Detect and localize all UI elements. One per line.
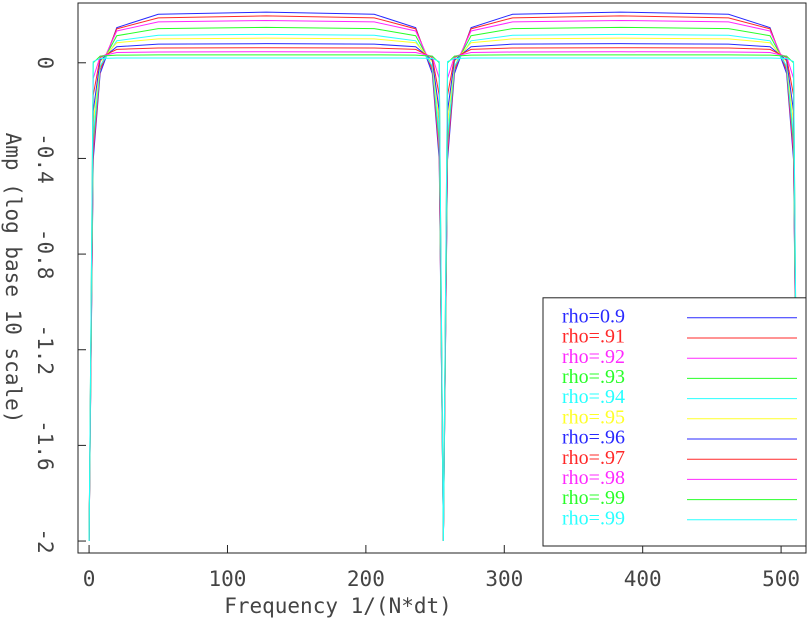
x-tick-label: 200 <box>347 567 385 591</box>
legend-label: rho=.93 <box>562 366 625 388</box>
y-tick-label: -2 <box>33 528 57 553</box>
legend-label: rho=.91 <box>562 326 625 348</box>
legend-label: rho=.95 <box>562 406 625 428</box>
y-axis-label: Amp (log base 10 scale) <box>1 133 25 424</box>
legend-label: rho=.99 <box>562 487 625 509</box>
legend-label: rho=.96 <box>562 427 625 449</box>
x-tick-label: 400 <box>624 567 662 591</box>
series-line <box>88 57 799 542</box>
y-tick-label: -1.6 <box>33 420 57 471</box>
legend-box <box>542 297 807 547</box>
x-tick-label: 300 <box>485 567 523 591</box>
x-tick-label: 100 <box>209 567 247 591</box>
plot-frame <box>77 2 807 554</box>
legend-label: rho=.92 <box>562 346 625 368</box>
y-tick-label: -0.8 <box>33 229 57 280</box>
x-tick-label: 0 <box>83 567 96 591</box>
legend-label: rho=.94 <box>562 386 625 408</box>
legend-label: rho=.97 <box>562 447 625 469</box>
y-tick-label: -0.4 <box>33 133 57 184</box>
y-tick-label: -1.2 <box>33 324 57 375</box>
legend-label: rho=.98 <box>562 467 625 489</box>
legend-label: rho=0.9 <box>562 305 625 327</box>
y-tick-label: 0 <box>33 56 57 69</box>
legend-label: rho=.99 <box>562 507 625 529</box>
x-tick-label: 500 <box>762 567 800 591</box>
x-axis-label: Frequency 1/(N*dt) <box>224 594 452 618</box>
